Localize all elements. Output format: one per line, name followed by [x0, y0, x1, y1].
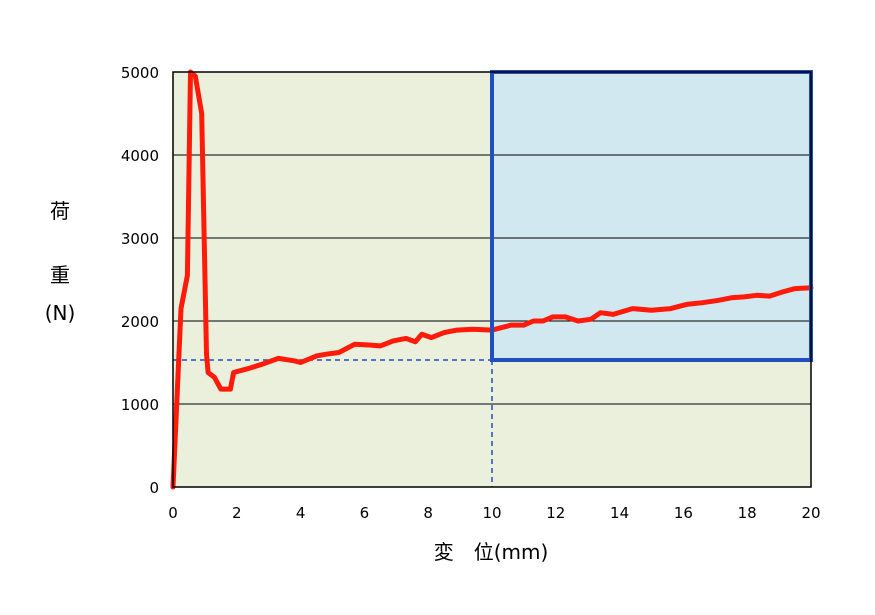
x-tick-16: 16 — [674, 504, 693, 522]
x-axis-label: 変 位(mm) — [434, 540, 549, 564]
y-tick-4000: 4000 — [121, 147, 159, 165]
x-tick-8: 8 — [423, 504, 433, 522]
highlight-region — [492, 72, 811, 361]
y-axis-label-char-1: 荷 — [50, 199, 70, 223]
y-tick-5000: 5000 — [121, 64, 159, 82]
x-tick-6: 6 — [360, 504, 370, 522]
y-tick-1000: 1000 — [121, 396, 159, 414]
x-tick-12: 12 — [546, 504, 565, 522]
y-tick-3000: 3000 — [121, 230, 159, 248]
y-tick-2000: 2000 — [121, 313, 159, 331]
x-tick-4: 4 — [296, 504, 306, 522]
x-tick-14: 14 — [610, 504, 629, 522]
y-axis-label-char-3: (N) — [45, 301, 76, 325]
y-tick-0: 0 — [149, 479, 159, 497]
x-tick-0: 0 — [168, 504, 178, 522]
x-tick-18: 18 — [738, 504, 757, 522]
series-line — [170, 69, 814, 490]
x-tick-20: 20 — [801, 504, 820, 522]
x-tick-10: 10 — [482, 504, 501, 522]
y-axis-label-char-2: 重 — [50, 263, 70, 287]
plot-frame — [172, 71, 812, 488]
y-tick-labels: 0 1000 2000 3000 4000 5000 — [121, 64, 159, 497]
x-tick-2: 2 — [232, 504, 242, 522]
x-tick-labels: 0 2 4 6 8 10 12 14 16 18 20 — [168, 504, 820, 522]
